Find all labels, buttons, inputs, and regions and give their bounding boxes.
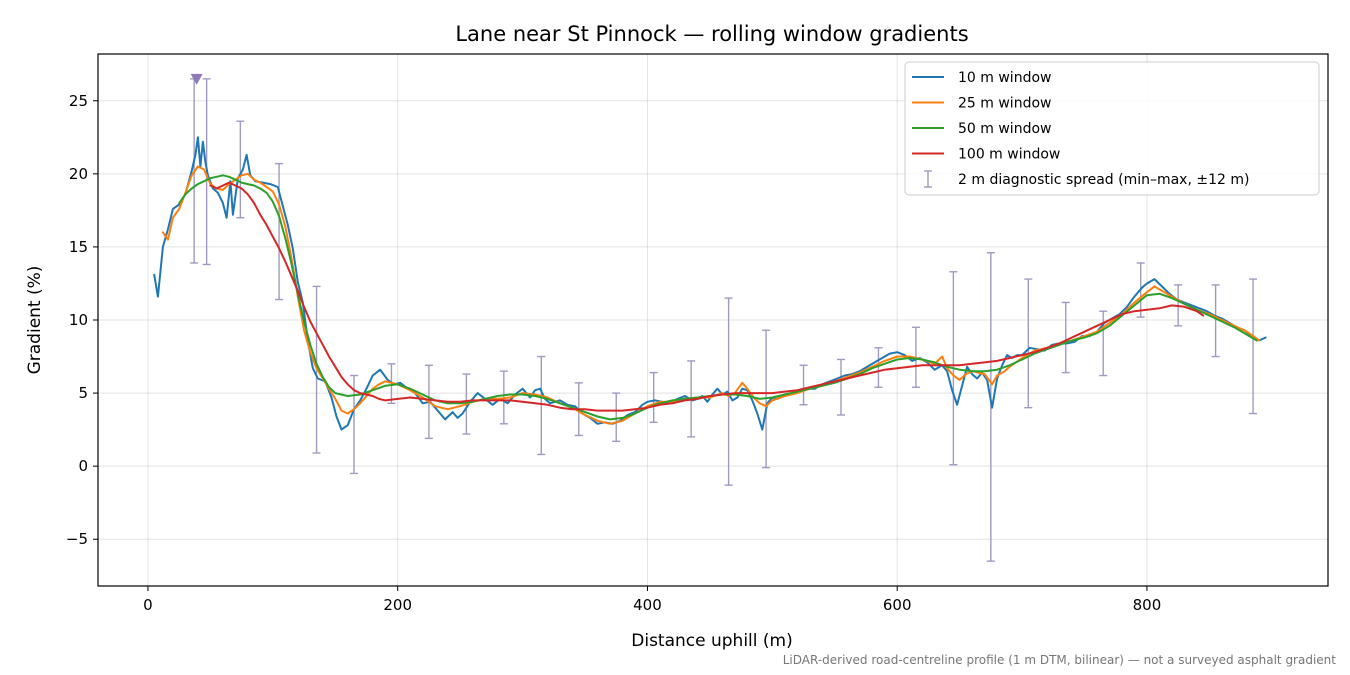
error-bar bbox=[724, 297, 733, 486]
peak-marker bbox=[190, 73, 203, 85]
x-axis-label: Distance uphill (m) bbox=[631, 631, 792, 651]
legend-entry-label: 25 m window bbox=[958, 96, 1051, 112]
grid-layer bbox=[98, 54, 1328, 586]
error-bar bbox=[275, 162, 284, 301]
series-line-50m bbox=[178, 174, 1258, 421]
y-tick-label: 0 bbox=[78, 457, 88, 475]
legend-box bbox=[904, 61, 1320, 196]
x-axis-ticks: 0 200 400 600 800 bbox=[143, 586, 1161, 614]
error-bar bbox=[1249, 278, 1258, 415]
y-axis-ticks: −5 0 5 10 15 20 25 bbox=[66, 92, 98, 548]
legend-entry-label: 2 m diagnostic spread (min–max, ±12 m) bbox=[958, 172, 1249, 188]
annotation-layer bbox=[190, 73, 203, 85]
error-bar bbox=[612, 392, 621, 443]
legend: 10 m window 25 m window 50 m window 100 m w… bbox=[904, 61, 1320, 196]
y-tick-label: 20 bbox=[69, 165, 88, 183]
y-tick-label: 25 bbox=[69, 92, 88, 110]
series-layer bbox=[153, 136, 1267, 431]
error-bar bbox=[1061, 301, 1070, 374]
y-tick-label: −5 bbox=[66, 530, 88, 548]
error-bar bbox=[236, 120, 245, 219]
y-tick-label: 10 bbox=[69, 311, 88, 329]
error-bar bbox=[1211, 284, 1220, 358]
error-bar bbox=[349, 374, 358, 475]
error-bar bbox=[986, 252, 995, 562]
legend-entry-label: 100 m window bbox=[958, 147, 1060, 163]
series-line-25m bbox=[161, 165, 1261, 425]
y-tick-label: 5 bbox=[78, 384, 88, 402]
error-bar bbox=[649, 371, 658, 424]
x-tick-label: 200 bbox=[383, 596, 412, 614]
error-bar bbox=[1024, 278, 1033, 409]
error-bar bbox=[537, 355, 546, 456]
y-axis-label: Gradient (%) bbox=[25, 266, 45, 375]
footnote: LiDAR-derived road-centreline profile (1… bbox=[783, 653, 1337, 667]
error-bar bbox=[836, 358, 845, 416]
chart-title: Lane near St Pinnock — rolling window gr… bbox=[455, 22, 968, 46]
y-tick-label: 15 bbox=[69, 238, 88, 256]
x-tick-label: 0 bbox=[143, 596, 153, 614]
legend-entry-label: 10 m window bbox=[958, 70, 1051, 86]
x-tick-label: 800 bbox=[1133, 596, 1162, 614]
x-tick-label: 400 bbox=[633, 596, 662, 614]
legend-entry-label: 50 m window bbox=[958, 121, 1051, 137]
x-tick-label: 600 bbox=[883, 596, 912, 614]
error-bar bbox=[799, 364, 808, 406]
series-line-100m bbox=[209, 181, 1205, 412]
error-bar bbox=[874, 347, 883, 388]
